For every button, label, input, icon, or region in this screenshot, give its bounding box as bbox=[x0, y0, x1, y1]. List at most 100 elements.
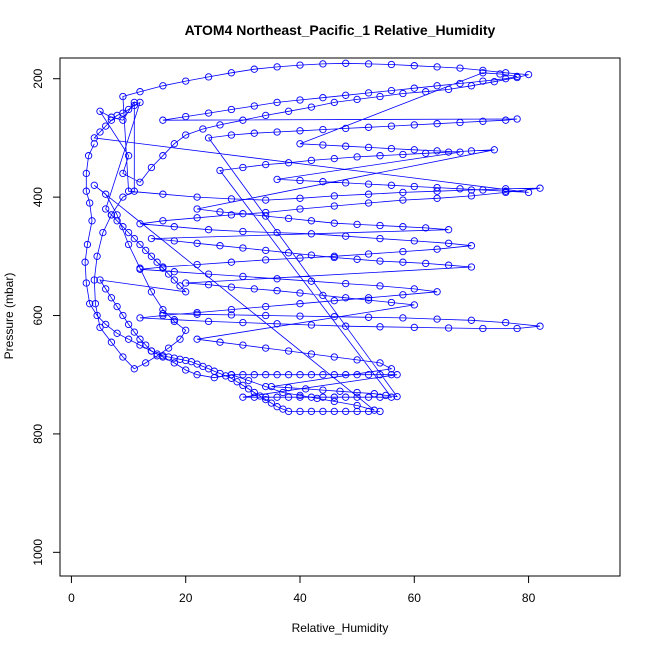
data-point bbox=[193, 260, 201, 269]
data-point bbox=[164, 344, 173, 352]
data-point bbox=[113, 329, 121, 337]
data-point bbox=[82, 187, 90, 195]
data-point bbox=[227, 69, 236, 77]
data-point bbox=[296, 127, 304, 135]
data-point bbox=[239, 163, 247, 172]
data-point bbox=[159, 305, 167, 314]
data-point bbox=[159, 190, 167, 198]
data-point bbox=[99, 228, 107, 237]
data-point bbox=[239, 210, 247, 218]
data-point bbox=[82, 169, 90, 178]
data-point bbox=[250, 65, 258, 73]
data-point bbox=[456, 118, 464, 127]
data-point bbox=[353, 356, 361, 364]
data-point bbox=[182, 112, 190, 121]
data-point bbox=[502, 116, 510, 124]
data-point bbox=[273, 371, 281, 379]
x-tick-label: 60 bbox=[408, 591, 422, 605]
data-point bbox=[387, 60, 396, 69]
data-point bbox=[307, 251, 316, 259]
data-point bbox=[433, 194, 441, 202]
data-point bbox=[90, 181, 98, 189]
data-point bbox=[376, 323, 384, 331]
data-point bbox=[130, 101, 138, 110]
data-point bbox=[164, 270, 173, 278]
data-point bbox=[204, 226, 213, 234]
data-point bbox=[227, 283, 236, 291]
data-point bbox=[422, 88, 430, 96]
data-point bbox=[193, 335, 201, 343]
data-point bbox=[164, 353, 173, 361]
data-point bbox=[83, 240, 92, 249]
data-point bbox=[490, 146, 498, 154]
data-point bbox=[456, 64, 464, 72]
data-point bbox=[182, 77, 190, 85]
data-point bbox=[244, 376, 253, 385]
data-point bbox=[124, 105, 133, 114]
data-point bbox=[159, 311, 167, 320]
data-point bbox=[284, 159, 293, 167]
data-point bbox=[142, 246, 150, 255]
data-point bbox=[250, 371, 258, 379]
data-point bbox=[387, 122, 396, 130]
data-point bbox=[262, 395, 270, 404]
data-point bbox=[387, 371, 396, 379]
data-point bbox=[193, 205, 201, 213]
data-point bbox=[170, 359, 178, 367]
data-point bbox=[456, 148, 464, 156]
data-point bbox=[182, 366, 190, 374]
data-point bbox=[193, 371, 201, 379]
data-point bbox=[273, 320, 281, 328]
data-point bbox=[153, 352, 161, 360]
data-point bbox=[90, 140, 98, 148]
data-point bbox=[239, 318, 247, 327]
data-point bbox=[227, 195, 236, 203]
data-point bbox=[262, 371, 270, 379]
data-point bbox=[204, 109, 213, 117]
data-point bbox=[353, 407, 361, 416]
data-point bbox=[444, 239, 453, 247]
data-point bbox=[147, 234, 156, 243]
data-point bbox=[479, 186, 487, 194]
data-point bbox=[262, 382, 270, 391]
data-point bbox=[307, 407, 316, 416]
data-point bbox=[262, 393, 270, 401]
data-point bbox=[227, 374, 236, 382]
data-point bbox=[113, 211, 121, 219]
data-point bbox=[387, 298, 396, 307]
data-point bbox=[376, 257, 384, 265]
data-point bbox=[513, 324, 521, 333]
data-point bbox=[376, 282, 384, 290]
data-point bbox=[262, 111, 270, 120]
data-point bbox=[467, 242, 476, 250]
data-point bbox=[364, 294, 373, 302]
data-point bbox=[84, 152, 93, 160]
data-point bbox=[159, 217, 167, 225]
y-tick-label: 200 bbox=[31, 68, 45, 88]
data-point bbox=[227, 258, 236, 266]
data-point bbox=[319, 60, 327, 68]
data-point bbox=[86, 300, 94, 308]
data-point bbox=[182, 326, 190, 334]
data-point bbox=[296, 205, 304, 213]
data-point bbox=[124, 240, 133, 249]
data-point bbox=[433, 183, 441, 192]
data-point bbox=[170, 140, 178, 148]
data-point bbox=[142, 359, 150, 367]
data-point bbox=[170, 237, 178, 245]
data-point bbox=[284, 347, 293, 355]
data-point bbox=[102, 190, 110, 198]
data-point bbox=[90, 134, 98, 142]
data-point bbox=[319, 371, 327, 379]
data-point bbox=[136, 220, 144, 228]
data-point bbox=[513, 72, 521, 81]
data-point bbox=[296, 371, 304, 379]
data-point bbox=[319, 94, 327, 102]
series-points-group bbox=[81, 59, 544, 416]
data-point bbox=[284, 371, 293, 379]
y-tick-label: 600 bbox=[31, 305, 45, 325]
data-point bbox=[91, 300, 100, 308]
data-point bbox=[433, 187, 441, 195]
data-point bbox=[296, 140, 304, 148]
